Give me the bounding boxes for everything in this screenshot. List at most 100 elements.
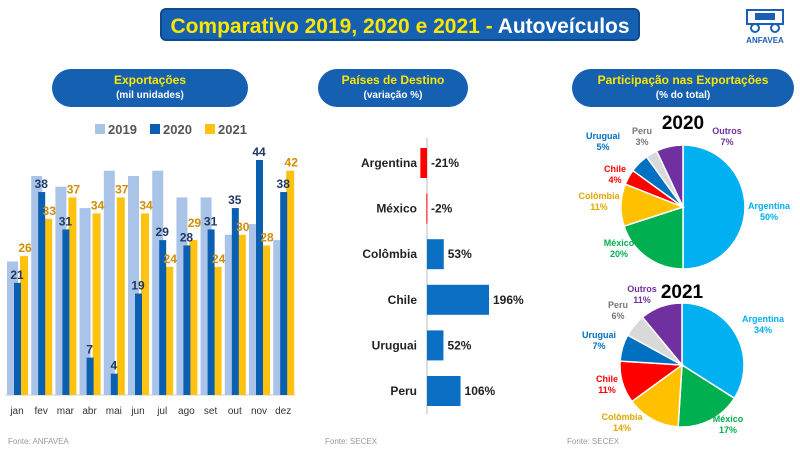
pie-title: 2020 [662,113,704,134]
value-label: -21% [431,156,459,170]
slice-outros [641,302,683,368]
panel-title: Participação nas Exportações [597,73,769,87]
bar-2019 [79,208,91,395]
bar-2021 [44,218,53,395]
legend-swatch [95,124,105,134]
data-label-2020: 31 [59,214,73,228]
bar-2020 [159,240,167,395]
category-label: Chile [388,293,418,307]
bar-2021 [213,266,222,395]
bar-2019 [224,234,236,395]
data-label-2021: 29 [188,216,202,230]
slice-argentina [682,144,746,270]
month-label: nov [251,406,267,417]
month-label: out [228,406,242,417]
bar-2021 [189,240,198,395]
bar-2019 [176,197,188,395]
data-label-2021: 34 [139,198,153,212]
value-label: 52% [447,338,471,352]
data-label-2021: 34 [91,198,105,212]
bar-2020 [135,293,142,395]
data-label-2020: 31 [204,214,218,228]
source-note: Fonte: SECEX [567,437,620,446]
month-label: jul [156,406,167,417]
slice-value: 3% [635,137,648,147]
category-label: Peru [390,384,417,398]
bar-2021 [165,266,174,395]
source-note: Fonte: SECEX [325,437,378,446]
bar-2019 [249,224,260,395]
data-label-2021: 37 [67,182,81,196]
slice-value: 17% [719,425,737,435]
logo-text: ANFAVEA [746,36,784,45]
bar-2020 [231,208,239,395]
bar-2019 [31,176,43,395]
slice-label: Colômbia [601,412,643,422]
legend-label: 2020 [163,122,192,137]
bar-2021 [92,213,101,395]
bar-2021 [141,213,149,395]
data-label-2020: 29 [156,225,170,239]
value-label: 106% [465,384,496,398]
bar-2019 [103,170,115,395]
source-note: Fonte: ANFAVEA [8,437,69,446]
panel-subtitle: (mil unidades) [116,90,184,101]
data-label-2020: 35 [228,193,242,207]
category-label: México [376,202,417,216]
month-label: set [204,406,218,417]
share-header: Participação nas Exportações (% do total) [572,69,794,107]
bar-colômbia [427,239,444,270]
data-label-2021: 42 [285,156,299,170]
bar-peru [427,376,461,406]
title-highlight: Autoveículos [497,15,630,38]
bar-2019 [55,186,67,395]
legend-swatch [150,124,160,134]
value-label: -2% [431,202,453,216]
bar-2020 [38,192,46,395]
bar-2019 [273,240,285,395]
slice-value: 34% [754,325,772,335]
slice-label: Peru [632,126,652,136]
page-title: Comparativo 2019, 2020 e 2021 - Autoveíc… [160,8,640,41]
bar-2020 [110,373,118,395]
bar-2021 [68,197,77,395]
slice-label: Argentina [748,201,791,211]
slice-méxico [623,205,684,270]
slice-value: 7% [592,341,605,351]
data-label-2021: 33 [43,204,57,218]
bar-2020 [280,192,288,395]
slice-label: México [713,414,744,424]
slice-outros [655,144,684,208]
data-label-2020: 44 [252,145,266,159]
bar-2019 [200,197,212,395]
bar-2021 [20,256,28,395]
slice-label: Outros [627,284,657,294]
exports-header: Exportações (mil unidades) [52,69,248,107]
bar-2019 [152,170,164,395]
slice-label: Uruguai [582,330,616,340]
slice-value: 20% [610,249,628,259]
bar-uruguai [427,330,444,361]
bar-2019 [128,176,139,395]
legend-label: 2019 [108,122,137,137]
slice-label: Uruguai [586,131,620,141]
bar-méxico [426,193,428,224]
data-label-2020: 38 [35,177,49,191]
data-label-2020: 7 [86,343,93,357]
bar-2021 [237,234,246,395]
bar-2021 [286,170,295,395]
bar-2020 [183,245,191,395]
slice-value: 11% [590,202,608,212]
slice-label: Chile [604,164,626,174]
data-label-2021: 24 [164,252,178,266]
slice-label: Outros [712,126,742,136]
panel-subtitle: (% do total) [655,90,711,101]
slice-value: 14% [613,423,631,433]
month-label: jan [9,406,23,417]
bar-2021 [262,245,270,395]
slice-value: 7% [720,137,733,147]
month-label: mai [106,406,122,417]
data-label-2021: 37 [115,182,129,196]
category-label: Uruguai [372,338,417,352]
